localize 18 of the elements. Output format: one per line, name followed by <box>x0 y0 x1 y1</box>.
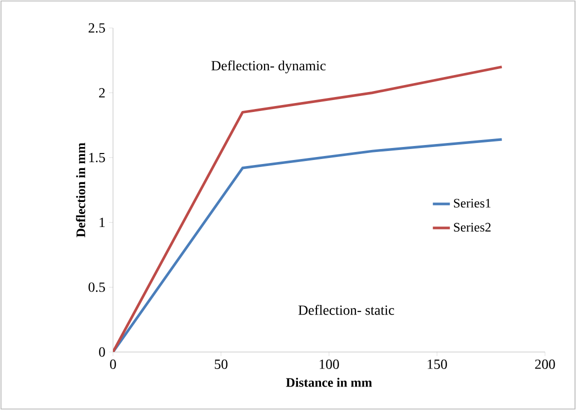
annotation: Deflection- static <box>298 304 394 315</box>
y-tick-label: 0.5 <box>88 282 105 292</box>
x-tick-label: 150 <box>428 360 447 369</box>
y-tick-label: 2.5 <box>88 23 105 33</box>
line-series <box>113 138 504 352</box>
legend-label: Series2 <box>454 222 491 232</box>
annotation: Deflection- dynamic <box>211 60 326 74</box>
legend-label: Series1 <box>454 198 491 208</box>
y-tick-label: 1 <box>100 218 105 227</box>
y-axis-title: Deflection in mm <box>76 142 86 238</box>
x-tick-label: 50 <box>214 360 228 369</box>
x-tick-label: 0 <box>110 360 116 369</box>
x-tick-label: 200 <box>535 360 555 369</box>
y-tick-label: 2 <box>99 88 105 98</box>
y-tick-label: 0 <box>99 347 105 357</box>
x-tick-label: 100 <box>320 360 339 369</box>
y-tick-label: 1.5 <box>89 152 105 162</box>
x-axis-title: Distance in mm <box>286 378 372 387</box>
